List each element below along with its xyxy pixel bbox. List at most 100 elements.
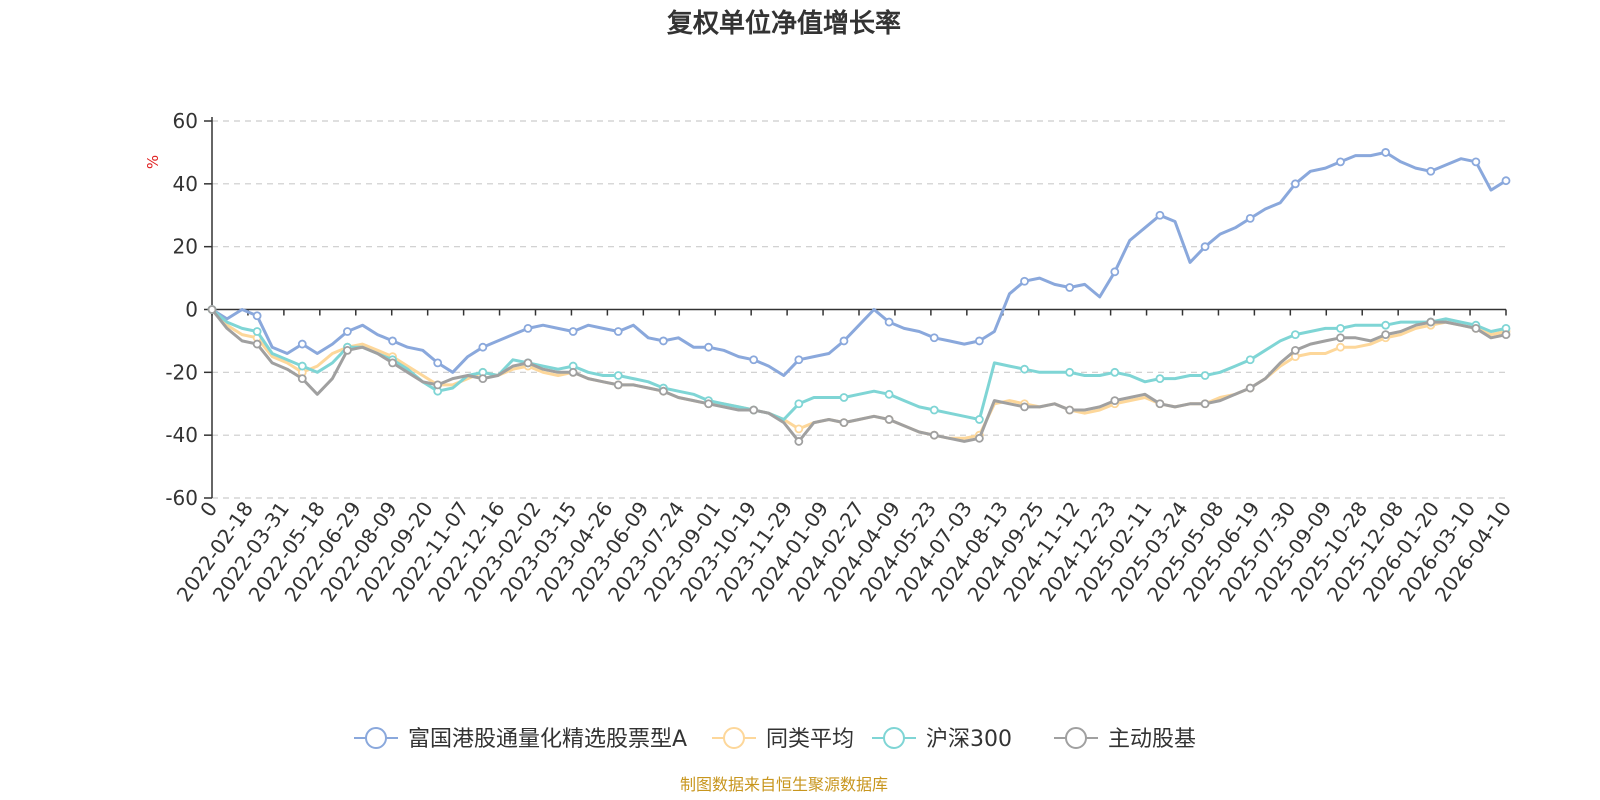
data-point-2: [929, 405, 939, 415]
data-point-2: [1245, 355, 1255, 365]
data-point-0: [839, 336, 849, 346]
data-point-3: [749, 405, 759, 415]
data-point-3: [388, 358, 397, 368]
data-point-3: [1155, 399, 1165, 409]
data-point-2: [1065, 367, 1075, 377]
series-lines: [207, 148, 1511, 446]
data-point-0: [252, 311, 262, 321]
data-point-3: [658, 386, 668, 396]
data-point-0: [1381, 148, 1391, 157]
legend[interactable]: 富国港股通量化精选股票型A 同类平均 沪深300 主动股基: [354, 727, 1196, 752]
data-point-2: [884, 389, 894, 399]
data-point-3: [839, 418, 849, 428]
data-point-2: [1336, 323, 1345, 333]
data-point-0: [974, 336, 984, 346]
data-point-2: [1290, 330, 1300, 340]
data-point-2: [613, 371, 623, 380]
y-tick-label: -60: [165, 486, 198, 510]
data-point-2: [1200, 371, 1210, 380]
data-point-2: [297, 361, 307, 371]
data-point-3: [929, 430, 939, 440]
data-point-3: [252, 339, 262, 349]
data-point-0: [704, 342, 713, 352]
series-line-0: [211, 150, 1507, 377]
source-note: 制图数据来自恒生聚源数据库: [680, 775, 888, 794]
x-tick-label: 0: [195, 497, 222, 521]
data-point-3: [568, 367, 578, 377]
data-point-2: [1110, 367, 1120, 377]
data-point-0: [613, 327, 623, 336]
data-point-1: [1336, 342, 1345, 352]
y-tick-label: 20: [173, 235, 198, 259]
legend-label: 主动股基: [1108, 727, 1196, 752]
data-point-0: [1245, 213, 1255, 223]
legend-label: 富国港股通量化精选股票型A: [408, 727, 687, 752]
data-point-3: [1336, 333, 1345, 343]
data-point-2: [1155, 374, 1165, 384]
legend-marker-icon: [1065, 727, 1087, 749]
series-line-3: [210, 308, 1507, 443]
data-point-3: [704, 399, 713, 409]
data-point-0: [388, 336, 397, 346]
data-point-2: [1381, 320, 1391, 330]
y-tick-label: 40: [173, 172, 198, 196]
data-point-0: [884, 317, 894, 327]
data-point-0: [749, 355, 759, 365]
y-tick-label: -20: [165, 360, 198, 384]
data-point-0: [1290, 179, 1300, 189]
data-point-0: [433, 358, 443, 368]
y-tick-label: 0: [185, 298, 198, 322]
data-point-3: [433, 380, 443, 390]
data-point-3: [1471, 323, 1481, 333]
data-point-2: [794, 399, 804, 409]
data-point-0: [1200, 242, 1210, 252]
chart-title: 复权单位净值增长率: [667, 8, 901, 39]
data-point-0: [1110, 267, 1120, 277]
data-point-0: [1065, 283, 1075, 292]
data-point-3: [1065, 405, 1075, 415]
data-point-2: [839, 393, 849, 402]
data-point-2: [1020, 364, 1029, 374]
data-point-3: [794, 437, 804, 446]
data-point-0: [297, 339, 307, 349]
y-axis-unit: %: [144, 155, 162, 169]
y-tick-label: 60: [173, 109, 198, 133]
legend-label: 沪深300: [926, 727, 1012, 752]
data-point-0: [1471, 157, 1481, 167]
data-point-3: [974, 433, 984, 443]
data-point-1: [794, 424, 804, 434]
data-point-3: [297, 374, 307, 384]
data-point-3: [1501, 330, 1511, 340]
data-point-0: [658, 336, 668, 346]
data-point-3: [343, 345, 352, 355]
data-point-0: [523, 323, 533, 333]
data-point-0: [478, 342, 488, 352]
data-point-0: [1501, 176, 1511, 186]
legend-item-1[interactable]: 同类平均: [712, 727, 854, 752]
data-point-3: [1245, 383, 1255, 393]
data-point-0: [929, 333, 939, 343]
legend-marker-icon: [365, 727, 387, 749]
data-point-0: [1336, 157, 1345, 167]
legend-item-3[interactable]: 主动股基: [1054, 727, 1196, 752]
data-point-3: [613, 380, 623, 390]
data-point-3: [1381, 330, 1391, 340]
data-point-3: [1200, 399, 1210, 409]
legend-marker-icon: [883, 727, 905, 749]
data-point-3: [478, 374, 488, 384]
data-point-3: [884, 415, 894, 424]
data-point-3: [1290, 345, 1300, 355]
data-point-2: [974, 415, 984, 424]
data-point-0: [1155, 210, 1165, 220]
data-point-0: [568, 327, 578, 336]
legend-label: 同类平均: [766, 727, 854, 752]
data-point-0: [1020, 276, 1029, 286]
legend-item-2[interactable]: 沪深300: [872, 727, 1012, 752]
data-point-0: [794, 355, 804, 365]
grid-lines: [212, 120, 1506, 499]
legend-marker-icon: [723, 727, 745, 749]
data-point-2: [252, 327, 262, 336]
legend-item-0[interactable]: 富国港股通量化精选股票型A: [354, 727, 687, 752]
data-point-3: [1426, 317, 1436, 327]
